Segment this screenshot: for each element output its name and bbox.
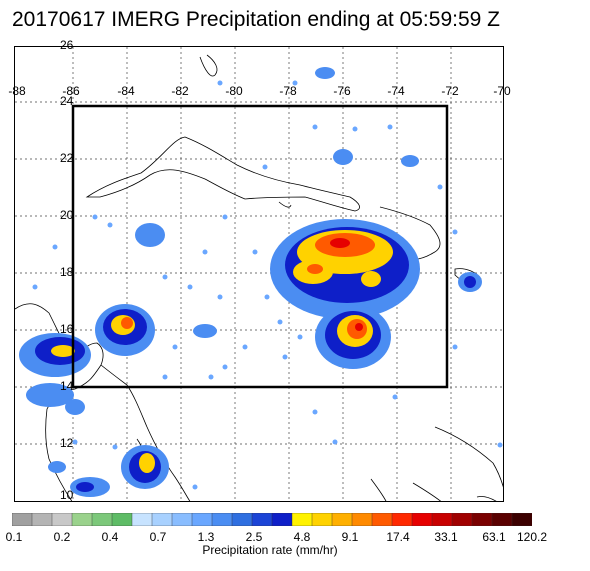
colorbar-tick: 33.1 <box>434 530 458 544</box>
colorbar-swatch <box>491 513 513 526</box>
colorbar-swatch <box>111 513 133 526</box>
colorbar-swatch <box>471 513 493 526</box>
lon-label: -74 <box>387 84 405 98</box>
colorbar-swatch <box>51 513 73 526</box>
lon-label: -72 <box>441 84 459 98</box>
lat-label: 18 <box>60 265 74 279</box>
colorbar-swatch <box>431 513 453 526</box>
lat-label: 24 <box>60 94 74 108</box>
colorbar-swatch <box>291 513 313 526</box>
precipitation-map <box>14 46 504 502</box>
lon-label: -78 <box>279 84 297 98</box>
colorbar-swatch <box>211 513 233 526</box>
colorbar-swatch <box>231 513 253 526</box>
colorbar-tick: 120.2 <box>516 530 548 544</box>
colorbar-tick: 0.2 <box>53 530 71 544</box>
lat-label: 16 <box>60 322 74 336</box>
colorbar-tick: 17.4 <box>386 530 410 544</box>
map-title: 20170617 IMERG Precipitation ending at 0… <box>12 8 500 31</box>
colorbar-tick: 0.7 <box>149 530 167 544</box>
colorbar-swatch <box>31 513 53 526</box>
colorbar-tick: 4.8 <box>293 530 311 544</box>
colorbar-swatch <box>171 513 193 526</box>
colorbar-swatch <box>271 513 293 526</box>
colorbar <box>12 513 532 526</box>
lon-label: -84 <box>117 84 135 98</box>
colorbar-swatch <box>131 513 153 526</box>
colorbar-swatch <box>191 513 213 526</box>
lat-label: 12 <box>60 436 74 450</box>
analysis-box <box>71 104 449 389</box>
colorbar-tick: 1.3 <box>197 530 215 544</box>
lon-label: -70 <box>493 84 511 98</box>
colorbar-swatch <box>91 513 113 526</box>
colorbar-tick: 2.5 <box>245 530 263 544</box>
colorbar-swatch <box>371 513 393 526</box>
colorbar-swatch <box>351 513 373 526</box>
colorbar-label: Precipitation rate (mm/hr) <box>202 543 338 557</box>
colorbar-swatch <box>311 513 333 526</box>
lon-label: -88 <box>8 84 26 98</box>
colorbar-tick: 63.1 <box>482 530 506 544</box>
colorbar-swatch <box>71 513 93 526</box>
lon-label: -76 <box>333 84 351 98</box>
lat-label: 10 <box>60 488 74 502</box>
lat-label: 26 <box>60 38 74 52</box>
colorbar-swatch <box>511 513 532 526</box>
lat-label: 14 <box>60 379 74 393</box>
gridlines <box>15 47 503 501</box>
rain-light <box>19 67 482 497</box>
rain-extreme <box>330 238 363 331</box>
lon-label: -82 <box>171 84 189 98</box>
colorbar-swatch <box>251 513 273 526</box>
colorbar-tick: 0.4 <box>101 530 119 544</box>
lon-label: -86 <box>62 84 80 98</box>
colorbar-swatch <box>331 513 353 526</box>
colorbar-swatches <box>12 513 532 526</box>
colorbar-swatch <box>391 513 413 526</box>
colorbar-swatch <box>411 513 433 526</box>
lat-label: 20 <box>60 208 74 222</box>
lat-label: 22 <box>60 151 74 165</box>
colorbar-tick: 0.1 <box>5 530 23 544</box>
lon-label: -80 <box>225 84 243 98</box>
colorbar-swatch <box>151 513 173 526</box>
coastlines <box>15 54 503 501</box>
colorbar-tick: 9.1 <box>341 530 359 544</box>
scattered-rain-dots <box>32 80 503 490</box>
colorbar-swatch <box>12 513 33 526</box>
map-canvas <box>15 47 503 501</box>
colorbar-swatch <box>451 513 473 526</box>
